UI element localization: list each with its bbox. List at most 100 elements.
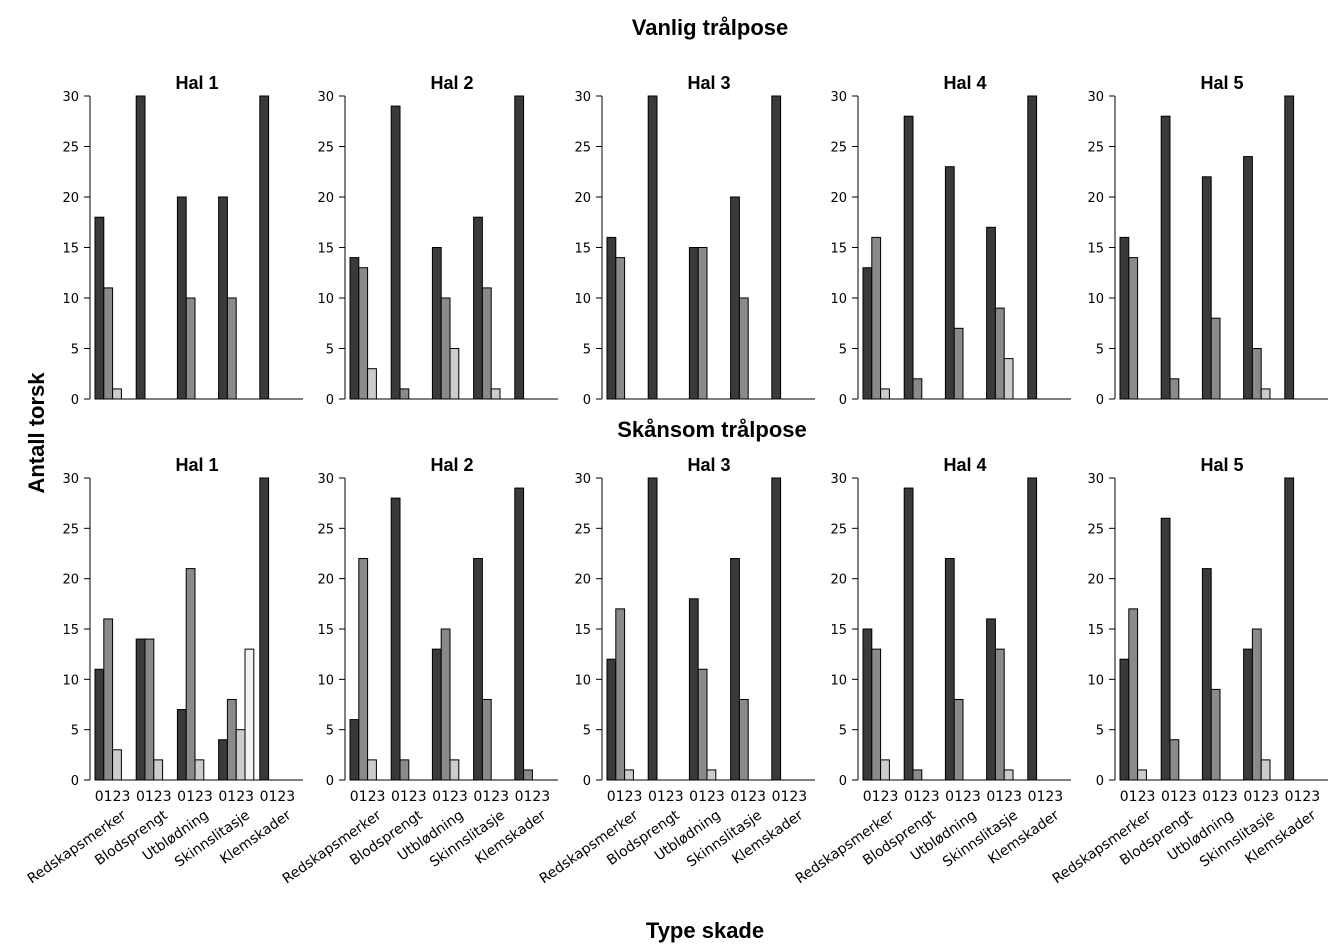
bar-blodsprengt-1 xyxy=(912,378,923,400)
bar-blodsprengt-0 xyxy=(135,638,146,781)
bar-skinnslitasje-0 xyxy=(986,226,996,400)
y-tick-label: 20 xyxy=(830,191,847,206)
y-tick-label: 15 xyxy=(62,242,79,257)
severity-code-label: 0123 xyxy=(391,789,427,805)
y-axis-label: Antall torsk xyxy=(24,372,49,494)
bar-blodsprengt-0 xyxy=(903,115,914,400)
severity-code-label: 0123 xyxy=(1120,789,1156,805)
y-tick-label: 5 xyxy=(326,724,334,739)
bar-utblødning-0 xyxy=(688,247,699,400)
bar-utblødning-0 xyxy=(688,598,699,781)
severity-code-label: 0123 xyxy=(607,789,643,805)
bar-redskapsmerker-0 xyxy=(1119,236,1130,400)
y-tick-label: 10 xyxy=(830,673,847,688)
y-tick-label: 10 xyxy=(830,292,847,307)
bar-utblødning-1 xyxy=(953,327,964,400)
y-tick-label: 25 xyxy=(62,522,79,537)
bar-skinnslitasje-0 xyxy=(1243,648,1253,781)
y-tick-label: 15 xyxy=(1087,623,1104,638)
bar-utblødning-0 xyxy=(176,196,187,400)
panel-3: Hal 3 0 5 10 15 20 25 30 xyxy=(574,73,815,408)
severity-code-label: 0123 xyxy=(515,789,551,805)
bar-utblødning-0 xyxy=(431,648,442,781)
severity-code-label: 0123 xyxy=(432,789,468,805)
y-tick-label: 5 xyxy=(71,724,79,739)
bar-utblødning-1 xyxy=(440,297,451,400)
panel-7: Hal 20510152025300123Redskapsmerker0123B… xyxy=(280,455,558,887)
y-tick-label: 15 xyxy=(1087,242,1104,257)
y-tick-label: 30 xyxy=(830,90,847,105)
bar-klemskader-0 xyxy=(1284,95,1295,400)
bar-redskapsmerker-1 xyxy=(358,267,369,400)
y-tick-label: 15 xyxy=(830,623,847,638)
severity-code-label: 0123 xyxy=(260,789,296,805)
bar-blodsprengt-1 xyxy=(1169,739,1180,781)
bar-klemskader-0 xyxy=(1027,477,1038,781)
bar-utblødning-1 xyxy=(697,668,708,781)
y-tick-label: 15 xyxy=(830,242,847,257)
bar-skinnslitasje-0 xyxy=(473,216,483,400)
bar-skinnslitasje-1 xyxy=(994,648,1005,781)
y-tick-label: 5 xyxy=(1096,343,1104,358)
y-tick-label: 25 xyxy=(317,141,334,156)
bar-blodsprengt-0 xyxy=(1160,115,1171,400)
severity-code-label: 0123 xyxy=(772,789,808,805)
y-tick-label: 15 xyxy=(317,242,334,257)
bar-klemskader-0 xyxy=(771,477,782,781)
y-tick-label: 0 xyxy=(583,774,591,789)
severity-code-label: 0123 xyxy=(1161,789,1197,805)
y-tick-label: 20 xyxy=(830,573,847,588)
bar-utblødning-2 xyxy=(449,348,460,400)
bar-skinnslitasje-1 xyxy=(226,297,237,400)
severity-code-label: 0123 xyxy=(177,789,213,805)
panel-title: Hal 3 xyxy=(687,73,730,93)
bar-redskapsmerker-1 xyxy=(871,648,882,781)
bar-skinnslitasje-1 xyxy=(1251,628,1262,781)
severity-code-label: 0123 xyxy=(945,789,981,805)
bar-redskapsmerker-2 xyxy=(367,759,377,781)
panel-title: Hal 5 xyxy=(1200,455,1243,475)
y-tick-label: 5 xyxy=(583,343,591,358)
panel-title: Hal 2 xyxy=(430,73,473,93)
bar-klemskader-0 xyxy=(1027,95,1038,400)
panel-title: Hal 1 xyxy=(175,73,218,93)
bar-blodsprengt-0 xyxy=(903,487,914,781)
y-tick-label: 15 xyxy=(317,623,334,638)
panel-9: Hal 40510152025300123Redskapsmerker0123B… xyxy=(793,455,1071,887)
panel-title: Hal 1 xyxy=(175,455,218,475)
bar-blodsprengt-1 xyxy=(399,388,410,400)
y-tick-label: 10 xyxy=(574,673,591,688)
panel-title: Hal 2 xyxy=(430,455,473,475)
y-tick-label: 10 xyxy=(62,292,79,307)
bar-klemskader-0 xyxy=(259,477,270,781)
y-tick-label: 0 xyxy=(839,774,847,789)
bar-skinnslitasje-0 xyxy=(218,196,228,400)
severity-code-label: 0123 xyxy=(689,789,725,805)
bar-skinnslitasje-0 xyxy=(218,739,228,781)
y-tick-label: 5 xyxy=(1096,724,1104,739)
bar-skinnslitasje-0 xyxy=(986,618,996,781)
severity-code-label: 0123 xyxy=(350,789,386,805)
bar-blodsprengt-0 xyxy=(647,95,658,400)
y-tick-label: 20 xyxy=(62,573,79,588)
bar-redskapsmerker-0 xyxy=(862,267,873,400)
y-tick-label: 30 xyxy=(62,90,79,105)
y-tick-label: 5 xyxy=(583,724,591,739)
severity-code-label: 0123 xyxy=(136,789,172,805)
bar-redskapsmerker-1 xyxy=(103,618,114,781)
category-label-klemskader: Klemskader xyxy=(986,807,1063,867)
bar-redskapsmerker-2 xyxy=(880,759,890,781)
y-tick-label: 0 xyxy=(326,393,334,408)
y-tick-label: 25 xyxy=(574,522,591,537)
severity-code-label: 0123 xyxy=(218,789,254,805)
bar-utblødning-1 xyxy=(1210,688,1221,781)
severity-code-label: 0123 xyxy=(1285,789,1321,805)
bar-blodsprengt-0 xyxy=(135,95,146,400)
bar-utblødning-1 xyxy=(697,247,708,400)
bar-redskapsmerker-1 xyxy=(1128,608,1139,781)
severity-code-label: 0123 xyxy=(904,789,940,805)
y-tick-label: 20 xyxy=(574,191,591,206)
y-tick-label: 20 xyxy=(1087,573,1104,588)
bar-utblødning-0 xyxy=(1201,176,1212,400)
bar-skinnslitasje-1 xyxy=(738,698,749,781)
